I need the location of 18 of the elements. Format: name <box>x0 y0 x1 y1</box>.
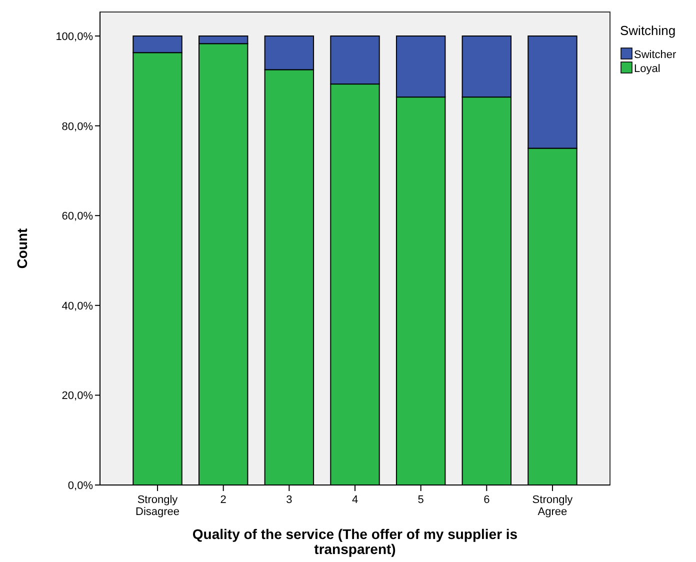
x-tick-label: 3 <box>286 494 292 506</box>
x-axis-title: Quality of the service (The offer of my supplier is transparent) <box>192 526 518 557</box>
x-tick-label: 2 <box>220 494 226 506</box>
x-tick-label: Strongly Disagree <box>136 494 180 518</box>
legend-label: Loyal <box>634 63 660 75</box>
y-tick-label: 100,0% <box>56 31 94 43</box>
x-tick-label: 4 <box>352 494 358 506</box>
y-axis-title: Count <box>14 228 30 269</box>
y-tick-label: 60,0% <box>62 210 94 223</box>
legend-label: Switcher <box>634 49 677 61</box>
y-tick-label: 80,0% <box>62 120 94 133</box>
x-tick-label: 5 <box>418 494 424 506</box>
legend-title: Switching <box>620 23 676 38</box>
y-tick-label: 20,0% <box>62 390 94 402</box>
x-tick-label: Strongly Agree <box>532 494 574 518</box>
x-tick-label: 6 <box>484 494 490 506</box>
y-tick-label: 0,0% <box>68 480 94 492</box>
y-tick-label: 40,0% <box>62 300 94 312</box>
